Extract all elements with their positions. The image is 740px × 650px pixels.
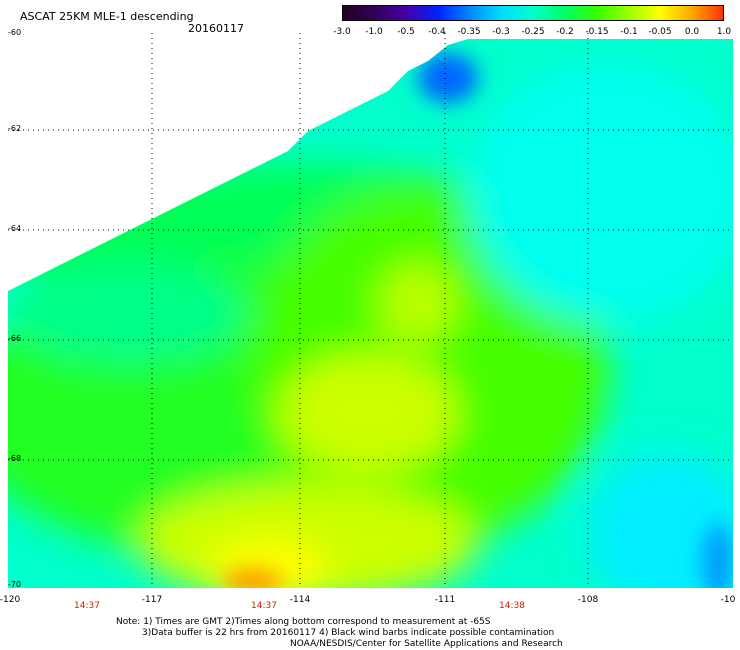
legend-label: -0.25	[521, 27, 545, 37]
lon-label: -10	[720, 595, 736, 605]
note-line-3: NOAA/NESDIS/Center for Satellite Applica…	[290, 639, 563, 649]
lat-label: -60	[8, 28, 22, 37]
legend-label: -0.2	[556, 27, 574, 37]
lon-label: -108	[577, 595, 599, 605]
legend-label: -0.35	[457, 27, 481, 37]
legend-label: 0.0	[684, 27, 700, 37]
legend-label: -3.0	[333, 27, 351, 37]
lon-label: -117	[141, 595, 163, 605]
lat-label: -68	[8, 454, 22, 463]
lat-label: -64	[8, 224, 22, 233]
colorbar-gradient	[342, 5, 724, 21]
swath-data	[8, 39, 733, 588]
note-line-1: Note: 1) Times are GMT 2)Times along bot…	[116, 617, 491, 627]
legend-label: -0.3	[492, 27, 510, 37]
legend-label: -0.5	[397, 27, 415, 37]
lon-label: -114	[289, 595, 311, 605]
map-canvas	[8, 33, 733, 588]
graticule	[8, 33, 733, 588]
lat-label: -66	[8, 334, 22, 343]
lon-label: -120	[0, 595, 21, 605]
note-line-2: 3)Data buffer is 22 hrs from 20160117 4)…	[142, 628, 555, 638]
time-label: 14:37	[74, 601, 100, 611]
legend-label: -1.0	[365, 27, 383, 37]
lon-label: -111	[434, 595, 456, 605]
time-label: 14:38	[499, 601, 525, 611]
color-legend: -3.0 -1.0 -0.5 -0.4 -0.35 -0.3 -0.25 -0.…	[333, 5, 731, 37]
legend-label: -0.1	[620, 27, 638, 37]
map-title: ASCAT 25KM MLE-1 descending	[20, 10, 194, 23]
legend-label: -0.15	[585, 27, 609, 37]
wind-field-map	[8, 33, 733, 588]
lat-label: -70	[8, 580, 22, 589]
legend-label: 1.0	[716, 27, 732, 37]
time-label: 14:37	[251, 601, 277, 611]
legend-label: -0.05	[648, 27, 672, 37]
map-date: 20160117	[188, 22, 244, 35]
legend-label: -0.4	[428, 27, 446, 37]
lat-label: -62	[8, 124, 22, 133]
